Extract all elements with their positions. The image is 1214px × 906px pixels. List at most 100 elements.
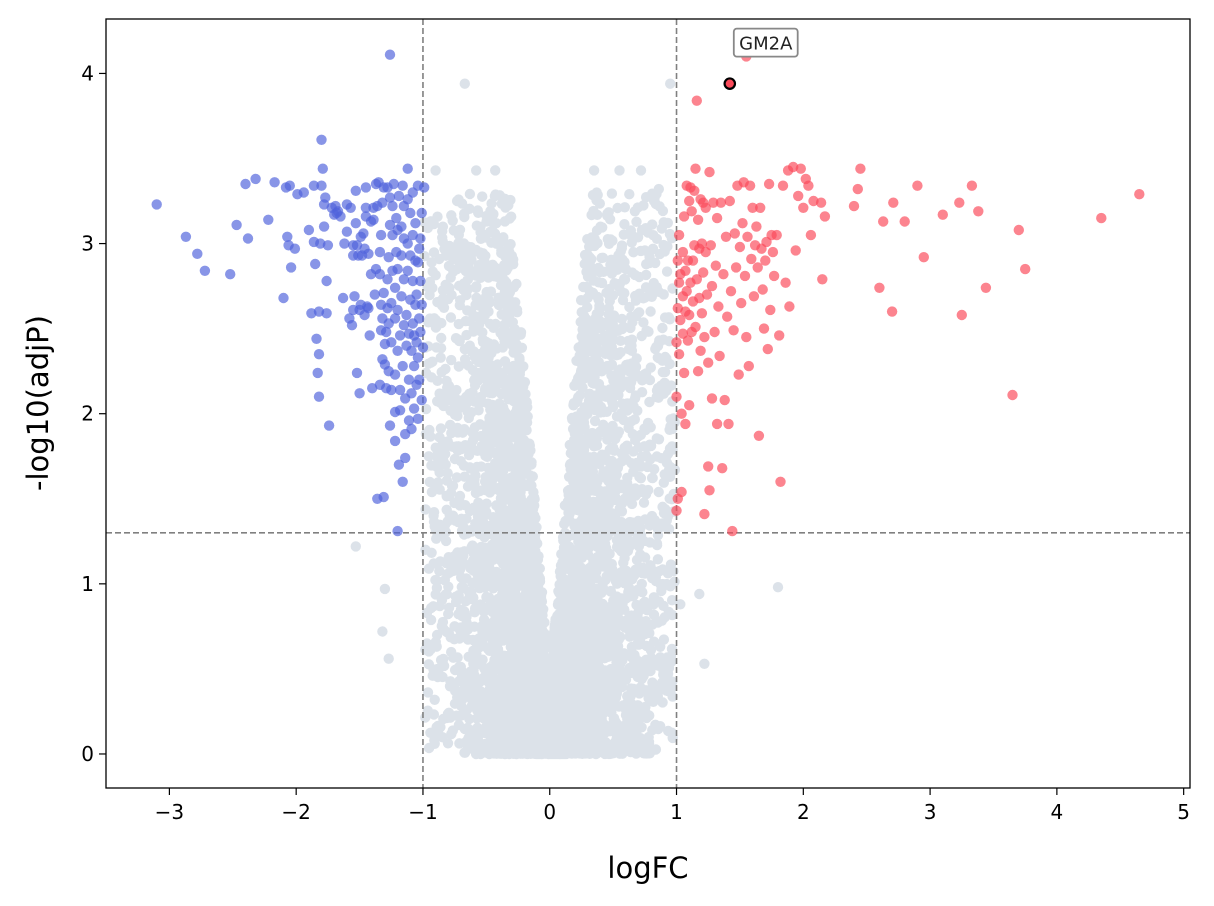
point-down: [269, 177, 280, 188]
point-up: [703, 357, 714, 368]
point-up: [673, 349, 685, 360]
point-down: [396, 221, 407, 232]
point-up: [888, 197, 899, 208]
point-down: [384, 49, 396, 60]
point-down: [374, 269, 386, 280]
point-up: [742, 231, 753, 242]
x-tick-label: 4: [1051, 800, 1064, 824]
point-down: [410, 218, 421, 229]
point-down: [298, 187, 309, 198]
point-down: [337, 292, 349, 304]
point-down: [360, 182, 372, 193]
point-down: [303, 224, 315, 236]
point-down: [363, 248, 374, 259]
point-down: [389, 435, 401, 447]
point-down: [250, 173, 261, 185]
point-up: [747, 202, 758, 213]
x-tick-label: 2: [797, 800, 810, 824]
point-up: [709, 326, 720, 338]
point-up: [755, 202, 766, 213]
point-down: [382, 274, 393, 285]
point-down: [416, 299, 427, 310]
point-up: [767, 246, 779, 258]
point-down: [411, 289, 422, 300]
point-up: [705, 240, 716, 251]
point-down: [417, 342, 429, 353]
point-down: [350, 185, 361, 196]
point-up: [684, 400, 695, 411]
point-down: [321, 275, 332, 287]
point-down: [394, 330, 406, 341]
point-up: [956, 309, 967, 321]
point-down: [316, 134, 327, 145]
point-down: [381, 326, 392, 338]
point-up: [671, 337, 682, 348]
point-up: [803, 180, 814, 191]
point-up: [699, 508, 710, 520]
point-down: [242, 233, 254, 244]
point-up: [708, 197, 719, 208]
point-up: [718, 269, 729, 280]
point-up: [852, 183, 863, 195]
point-up: [671, 505, 682, 516]
point-up: [980, 282, 992, 293]
point-up: [691, 95, 702, 106]
point-up: [711, 212, 723, 224]
point-down: [397, 476, 408, 487]
point-up: [729, 228, 740, 239]
x-axis-title: logFC: [607, 851, 688, 885]
point-up: [918, 252, 929, 263]
point-up: [687, 255, 699, 266]
point-down: [289, 243, 301, 254]
point-up: [777, 180, 789, 191]
point-down: [396, 250, 407, 261]
point-down: [225, 269, 236, 280]
point-down: [354, 388, 365, 399]
point-up: [720, 231, 732, 242]
point-down: [394, 384, 406, 396]
point-down: [397, 180, 408, 191]
point-down: [384, 219, 396, 231]
point-up: [819, 211, 831, 222]
point-up: [682, 335, 694, 346]
point-up: [681, 286, 692, 297]
point-up: [886, 306, 898, 317]
point-down: [414, 243, 425, 254]
point-down: [377, 197, 388, 208]
x-tick-label: −3: [155, 800, 184, 824]
point-down: [391, 212, 402, 224]
point-down: [412, 413, 424, 424]
point-down: [308, 180, 320, 191]
point-down: [345, 202, 356, 213]
point-down: [231, 219, 242, 231]
point-up: [724, 195, 735, 207]
point-up: [680, 418, 691, 430]
threshold-lines: [106, 19, 1190, 788]
point-up: [700, 202, 711, 213]
point-up: [690, 321, 701, 333]
point-down: [285, 262, 297, 273]
point-down: [341, 226, 353, 237]
point-down: [322, 240, 334, 251]
point-down: [278, 292, 289, 304]
point-down: [415, 326, 426, 338]
point-up: [671, 391, 682, 402]
point-down: [392, 263, 403, 275]
y-tick-label: 1: [81, 572, 94, 596]
point-down: [415, 233, 426, 244]
annotation-box: [732, 27, 799, 58]
point-down: [323, 420, 335, 431]
point-down: [311, 333, 322, 344]
point-down: [240, 178, 251, 190]
point-down: [387, 200, 398, 212]
x-tick-label: 0: [543, 800, 556, 824]
point-up: [746, 253, 757, 265]
point-down: [419, 182, 430, 193]
not-significant-points: [350, 78, 784, 760]
point-up: [691, 274, 702, 285]
point-up: [973, 206, 984, 217]
point-down: [403, 415, 415, 426]
point-up: [706, 393, 718, 404]
point-up: [748, 291, 760, 302]
point-down: [364, 330, 375, 341]
